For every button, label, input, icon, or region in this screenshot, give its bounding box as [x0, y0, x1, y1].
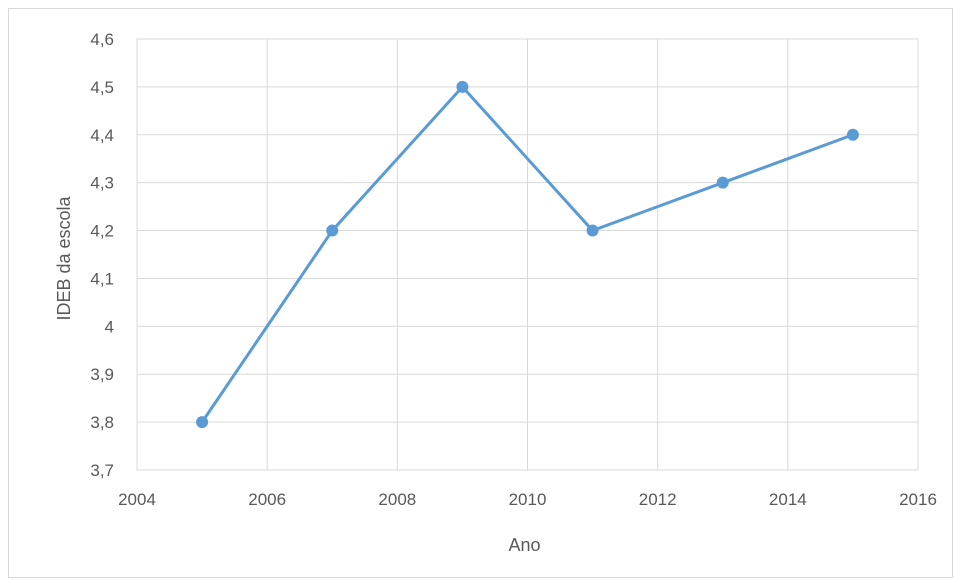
- y-tick-label: 4: [105, 317, 114, 336]
- data-point: [456, 80, 469, 93]
- data-point: [846, 128, 859, 141]
- x-axis-tick-labels: 2004 2006 2008 2010 2012 2014 2016: [118, 490, 937, 509]
- x-tick-label: 2008: [378, 490, 416, 509]
- data-point: [586, 224, 599, 237]
- x-tick-label: 2014: [769, 490, 807, 509]
- x-tick-label: 2010: [509, 490, 547, 509]
- data-point: [716, 176, 729, 189]
- x-tick-label: 2012: [639, 490, 677, 509]
- gridlines: [136, 38, 919, 471]
- y-tick-label: 3,9: [90, 365, 114, 384]
- y-tick-label: 4,4: [90, 126, 114, 145]
- y-axis-tick-labels: 3,7 3,8 3,9 4 4,1 4,2 4,3 4,4 4,5 4,6: [90, 30, 114, 480]
- y-tick-label: 4,3: [90, 174, 114, 193]
- series-line: [200, 85, 855, 424]
- y-tick-label: 3,7: [90, 461, 114, 480]
- x-tick-label: 2004: [118, 490, 156, 509]
- chart-area: [8, 8, 953, 578]
- series-layer: [196, 80, 859, 429]
- y-axis-title: IDEB da escola: [54, 195, 74, 320]
- data-point: [196, 416, 209, 429]
- data-point: [326, 224, 339, 237]
- x-axis-title: Ano: [508, 535, 540, 555]
- y-tick-label: 4,6: [90, 30, 114, 49]
- plot-area-border: [136, 38, 919, 471]
- x-tick-label: 2006: [248, 490, 286, 509]
- y-tick-label: 3,8: [90, 413, 114, 432]
- y-tick-label: 4,2: [90, 222, 114, 241]
- x-tick-label: 2016: [899, 490, 937, 509]
- y-tick-label: 4,5: [90, 78, 114, 97]
- y-tick-label: 4,1: [90, 269, 114, 288]
